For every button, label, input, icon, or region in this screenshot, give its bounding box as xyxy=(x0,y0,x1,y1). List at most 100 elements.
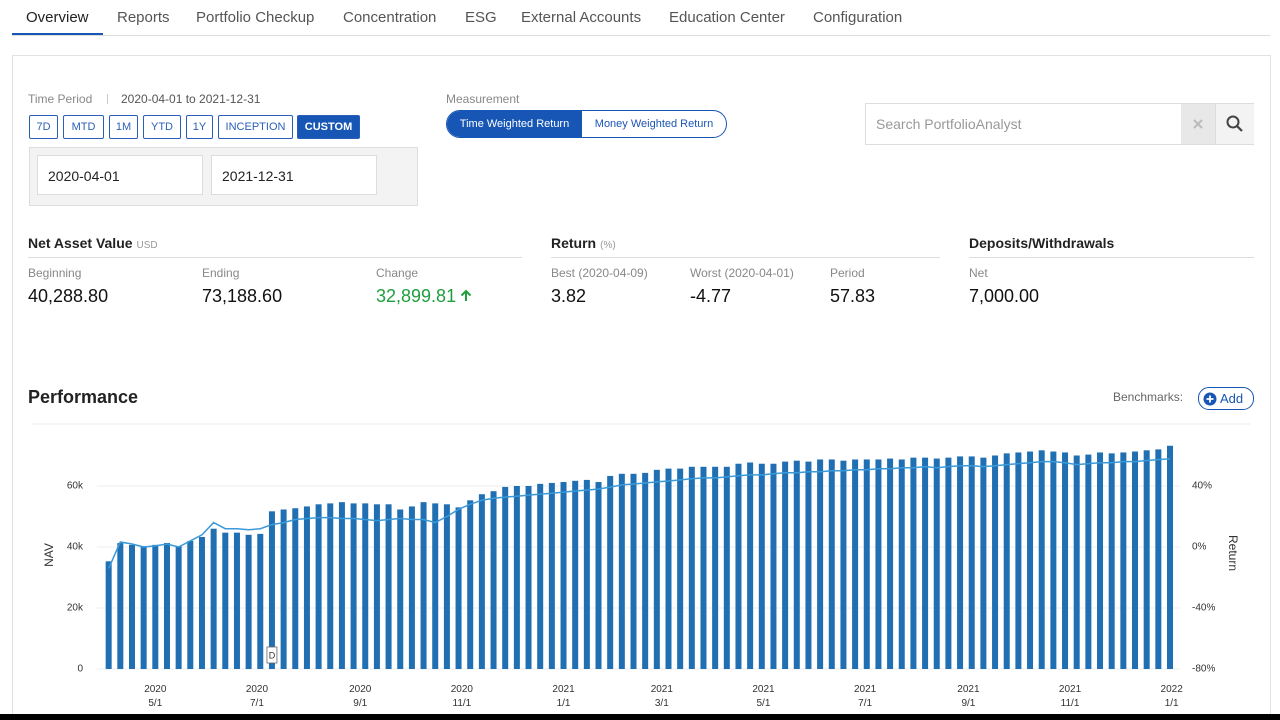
nav-bar xyxy=(467,500,474,669)
nav-title: Net Asset Value xyxy=(28,235,133,251)
nav-bar xyxy=(910,457,917,669)
stat-label: Worst (2020-04-01) xyxy=(690,266,794,280)
stat-value: 32,899.81 xyxy=(376,286,457,306)
y2-tick-label: 40% xyxy=(1192,481,1212,492)
x-tick-label: 2021 3/1 xyxy=(650,684,673,709)
tab[interactable]: Education Center xyxy=(669,9,785,26)
stat-value: -4.77 xyxy=(690,286,732,306)
nav-bar xyxy=(443,504,450,669)
nav-bar xyxy=(1143,450,1150,669)
nav-bar xyxy=(863,459,870,669)
nav-bar xyxy=(292,508,299,669)
tab[interactable]: ESG xyxy=(465,9,497,26)
nav-bar xyxy=(653,469,660,669)
period-button[interactable]: CUSTOM xyxy=(297,115,360,139)
nav-bar xyxy=(513,486,520,669)
benchmarks-label: Benchmarks: xyxy=(1113,390,1184,404)
nav-bar xyxy=(1027,451,1034,669)
y2-tick-label: 0% xyxy=(1192,542,1207,553)
nav-bar xyxy=(758,463,765,669)
nav-bar xyxy=(688,466,695,669)
nav-bar xyxy=(887,458,894,669)
stat-value: 40,288.80 xyxy=(28,286,109,306)
nav-bar xyxy=(723,466,730,669)
clear-button[interactable] xyxy=(1181,104,1215,144)
nav-bar xyxy=(1155,449,1162,669)
section-rule xyxy=(551,257,940,258)
nav-bar xyxy=(817,459,824,669)
period-button[interactable]: 1Y xyxy=(186,115,213,139)
nav-bar xyxy=(852,459,859,669)
x-tick-label: 2022 1/1 xyxy=(1160,684,1183,709)
up-arrow xyxy=(460,289,472,301)
tab[interactable]: Reports xyxy=(117,9,170,26)
x-tick-label: 2020 5/1 xyxy=(144,684,167,709)
nav-bar xyxy=(373,504,380,669)
add-label: Add xyxy=(1220,391,1244,406)
nav-bar xyxy=(642,472,649,669)
nav-bar xyxy=(350,503,357,669)
clear-icon xyxy=(1193,119,1203,129)
measurement-label: Measurement xyxy=(446,92,520,106)
end-date-input[interactable]: 2021-12-31 xyxy=(211,155,377,195)
nav-bar xyxy=(128,544,135,669)
nav-bar xyxy=(397,509,404,669)
nav-bar xyxy=(420,502,427,669)
search-box[interactable]: Search PortfolioAnalyst xyxy=(865,103,1254,145)
nav-bar xyxy=(805,461,812,669)
nav-bar xyxy=(630,473,637,669)
nav-bar xyxy=(1132,451,1139,669)
period-button[interactable]: INCEPTION xyxy=(218,115,293,139)
add-benchmark-button[interactable]: Add xyxy=(1198,387,1254,410)
search-placeholder: Search PortfolioAnalyst xyxy=(876,116,1022,132)
stat-value: 57.83 xyxy=(830,286,876,306)
nav-bar xyxy=(980,457,987,669)
tab[interactable]: Configuration xyxy=(813,9,903,26)
measurement-toggle: Time Weighted Return Money Weighted Retu… xyxy=(446,110,727,138)
nav-bar xyxy=(922,457,929,669)
measurement-option[interactable]: Time Weighted Return xyxy=(447,111,582,137)
period-button[interactable]: YTD xyxy=(143,115,181,139)
nav-bar xyxy=(945,457,952,669)
x-tick-label: 2020 11/1 xyxy=(450,684,473,709)
search-icon xyxy=(1226,115,1243,132)
nav-bar xyxy=(618,473,625,669)
return-unit: (%) xyxy=(600,240,616,251)
nav-bar xyxy=(140,546,147,669)
nav-bar xyxy=(992,455,999,669)
tab[interactable]: Concentration xyxy=(343,9,437,26)
nav-bar xyxy=(1038,450,1045,669)
period-button[interactable]: MTD xyxy=(63,115,104,139)
x-tick-label: 2021 1/1 xyxy=(552,684,575,709)
nav-bar xyxy=(933,458,940,669)
nav-bar xyxy=(595,482,602,669)
period-button[interactable]: 1M xyxy=(109,115,138,139)
nav-bar xyxy=(700,466,707,669)
change-stat: 32,899.81 xyxy=(376,286,475,307)
time-period-label: Time Period xyxy=(28,92,93,106)
tab[interactable]: Portfolio Checkup xyxy=(196,9,315,26)
y2-tick-label: -40% xyxy=(1192,603,1215,614)
nav-bar xyxy=(1097,452,1104,669)
nav-bar xyxy=(175,546,182,669)
nav-bar xyxy=(268,511,275,669)
search-button[interactable] xyxy=(1215,104,1254,144)
measurement-option[interactable]: Money Weighted Return xyxy=(594,118,714,130)
nav-bar xyxy=(1015,452,1022,669)
stat-label: Beginning xyxy=(28,266,82,280)
tab[interactable]: Overview xyxy=(26,9,89,26)
start-date-input[interactable]: 2020-04-01 xyxy=(37,155,203,195)
nav-bar xyxy=(198,536,205,669)
nav-bar xyxy=(828,459,835,669)
nav-bar xyxy=(478,494,485,669)
y-tick-label: 40k xyxy=(67,542,84,553)
section-rule xyxy=(969,257,1254,258)
nav-bar xyxy=(1167,445,1174,669)
period-button[interactable]: 7D xyxy=(29,115,58,139)
nav-bar xyxy=(362,503,369,669)
stat-value: 7,000.00 xyxy=(969,286,1040,306)
y-tick-label: 0 xyxy=(77,664,83,675)
tab[interactable]: External Accounts xyxy=(521,9,642,26)
